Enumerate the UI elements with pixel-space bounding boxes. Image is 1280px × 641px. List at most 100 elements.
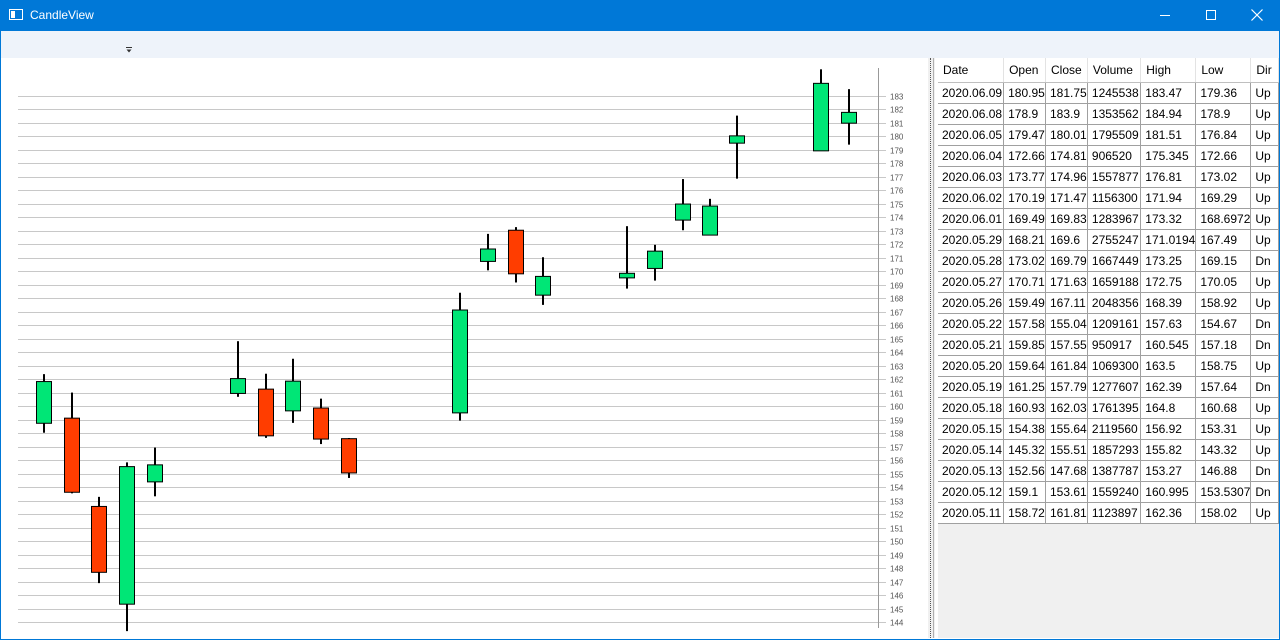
table-cell-volume[interactable]: 1659188 [1087,271,1142,293]
table-cell-open[interactable]: 168.21 [1003,229,1046,251]
candle[interactable] [313,398,329,445]
candle[interactable] [64,392,80,494]
close-button[interactable] [1234,0,1280,31]
table-cell-dir[interactable]: Up [1250,502,1279,524]
table-cell-close[interactable]: 161.84 [1045,355,1088,377]
candle[interactable] [119,462,135,632]
table-cell-high[interactable]: 155.82 [1140,439,1197,461]
candle[interactable] [729,115,745,179]
table-cell-dir[interactable]: Dn [1250,460,1279,482]
table-cell-dir[interactable]: Dn [1250,313,1279,335]
candle[interactable] [647,244,663,281]
table-cell-high[interactable]: 164.8 [1140,397,1197,419]
table-cell-date[interactable]: 2020.05.22 [938,313,1005,335]
candle[interactable] [480,233,496,271]
candle[interactable] [91,496,107,584]
candle[interactable] [619,226,635,289]
table-cell-dir[interactable]: Up [1250,103,1279,125]
table-row[interactable]: 2020.06.01 169.49 169.83 1283967 173.32 168.6… [938,208,1279,230]
table-cell-close[interactable]: 181.75 [1045,82,1088,104]
table-cell-volume[interactable]: 1209161 [1087,313,1142,335]
table-cell-close[interactable]: 157.55 [1045,334,1088,356]
table-cell-open[interactable]: 159.49 [1003,292,1046,314]
table-cell-open[interactable]: 180.95 [1003,82,1046,104]
candle[interactable] [341,437,357,478]
table-cell-open[interactable]: 145.32 [1003,439,1046,461]
table-cell-dir[interactable]: Up [1250,439,1279,461]
table-cell-low[interactable]: 173.02 [1195,166,1252,188]
table-cell-high[interactable]: 162.36 [1140,502,1197,524]
table-cell-date[interactable]: 2020.05.27 [938,271,1005,293]
table-row[interactable]: 2020.06.08 178.9 183.9 1353562 184.94 178.9 Up [938,103,1279,125]
table-cell-date[interactable]: 2020.05.28 [938,250,1005,272]
table-cell-low[interactable]: 154.67 [1195,313,1252,335]
table-cell-low[interactable]: 170.05 [1195,271,1252,293]
candle[interactable] [535,257,551,305]
table-row[interactable]: 2020.05.15 154.38 155.64 2119560 156.92 153.3… [938,418,1279,440]
candle[interactable] [702,198,718,236]
table-cell-open[interactable]: 159.1 [1003,481,1046,503]
table-row[interactable]: 2020.05.12 159.1 153.61 1559240 160.995 153.5… [938,481,1279,503]
table-cell-high[interactable]: 173.25 [1140,250,1197,272]
table-cell-high[interactable]: 172.75 [1140,271,1197,293]
candle[interactable] [675,179,691,231]
column-header-open[interactable]: Open [1003,58,1046,83]
table-cell-date[interactable]: 2020.06.04 [938,145,1005,167]
table-cell-high[interactable]: 181.51 [1140,124,1197,146]
table-cell-volume[interactable]: 1795509 [1087,124,1142,146]
table-cell-dir[interactable]: Up [1250,229,1279,251]
table-cell-volume[interactable]: 1761395 [1087,397,1142,419]
table-row[interactable]: 2020.05.14 145.32 155.51 1857293 155.82 143.3… [938,439,1279,461]
table-row[interactable]: 2020.06.03 173.77 174.96 1557877 176.81 173.0… [938,166,1279,188]
candle[interactable] [36,374,52,433]
table-cell-volume[interactable]: 1557877 [1087,166,1142,188]
table-cell-close[interactable]: 153.61 [1045,481,1088,503]
table-cell-date[interactable]: 2020.05.18 [938,397,1005,419]
table-cell-high[interactable]: 173.32 [1140,208,1197,230]
table-cell-date[interactable]: 2020.06.05 [938,124,1005,146]
table-cell-close[interactable]: 161.81 [1045,502,1088,524]
table-cell-date[interactable]: 2020.05.29 [938,229,1005,251]
table-cell-open[interactable]: 159.85 [1003,334,1046,356]
table-cell-close[interactable]: 174.96 [1045,166,1088,188]
table-cell-dir[interactable]: Dn [1250,250,1279,272]
table-cell-date[interactable]: 2020.05.26 [938,292,1005,314]
column-header-high[interactable]: High [1140,58,1197,83]
table-cell-date[interactable]: 2020.06.03 [938,166,1005,188]
minimize-button[interactable] [1142,0,1188,31]
column-header-volume[interactable]: Volume [1087,58,1142,83]
table-cell-volume[interactable]: 2755247 [1087,229,1142,251]
table-cell-dir[interactable]: Up [1250,208,1279,230]
table-cell-date[interactable]: 2020.05.12 [938,481,1005,503]
table-cell-open[interactable]: 154.38 [1003,418,1046,440]
table-cell-high[interactable]: 156.92 [1140,418,1197,440]
table-cell-high[interactable]: 160.995 [1140,481,1197,503]
table-cell-dir[interactable]: Up [1250,82,1279,104]
table-cell-dir[interactable]: Up [1250,145,1279,167]
table-cell-low[interactable]: 157.64 [1195,376,1252,398]
table-cell-high[interactable]: 183.47 [1140,82,1197,104]
table-cell-date[interactable]: 2020.06.09 [938,82,1005,104]
table-row[interactable]: 2020.06.05 179.47 180.01 1795509 181.51 176.8… [938,124,1279,146]
table-row[interactable]: 2020.06.09 180.95 181.75 1245538 183.47 179.3… [938,82,1279,104]
table-cell-dir[interactable]: Dn [1250,481,1279,503]
table-row[interactable]: 2020.06.02 170.19 171.47 1156300 171.94 169.2… [938,187,1279,209]
table-cell-high[interactable]: 168.39 [1140,292,1197,314]
candle[interactable] [258,373,274,438]
table-cell-volume[interactable]: 1069300 [1087,355,1142,377]
table-cell-low[interactable]: 167.49 [1195,229,1252,251]
table-cell-open[interactable]: 158.72 [1003,502,1046,524]
table-cell-close[interactable]: 155.64 [1045,418,1088,440]
table-cell-open[interactable]: 172.66 [1003,145,1046,167]
table-cell-volume[interactable]: 1353562 [1087,103,1142,125]
table-cell-open[interactable]: 161.25 [1003,376,1046,398]
table-cell-open[interactable]: 173.02 [1003,250,1046,272]
table-cell-high[interactable]: 153.27 [1140,460,1197,482]
table-cell-dir[interactable]: Up [1250,292,1279,314]
table-cell-dir[interactable]: Up [1250,187,1279,209]
table-cell-high[interactable]: 171.94 [1140,187,1197,209]
table-row[interactable]: 2020.05.20 159.64 161.84 1069300 163.5 158.75… [938,355,1279,377]
table-cell-close[interactable]: 180.01 [1045,124,1088,146]
table-cell-open[interactable]: 157.58 [1003,313,1046,335]
table-cell-high[interactable]: 162.39 [1140,376,1197,398]
